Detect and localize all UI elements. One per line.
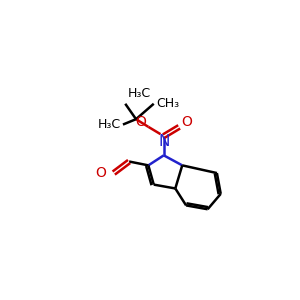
Text: CH₃: CH₃ bbox=[156, 97, 179, 110]
Text: H₃C: H₃C bbox=[128, 87, 151, 100]
Text: O: O bbox=[95, 166, 106, 180]
Text: O: O bbox=[182, 115, 192, 129]
Text: O: O bbox=[135, 115, 146, 129]
Text: N: N bbox=[158, 134, 169, 149]
Text: H₃C: H₃C bbox=[98, 118, 121, 131]
